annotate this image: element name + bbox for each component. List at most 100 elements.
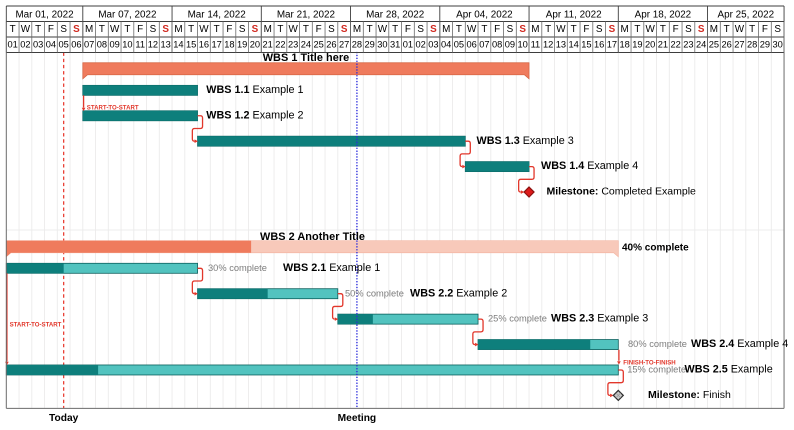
svg-text:10: 10 — [517, 39, 527, 49]
svg-text:T: T — [456, 24, 462, 35]
svg-text:11: 11 — [135, 39, 145, 49]
svg-text:M: M — [531, 24, 539, 35]
svg-text:03: 03 — [33, 39, 43, 49]
svg-text:W: W — [556, 24, 566, 35]
svg-text:T: T — [367, 24, 373, 35]
svg-text:S: S — [507, 24, 514, 35]
svg-text:02: 02 — [20, 39, 30, 49]
svg-text:26: 26 — [721, 39, 731, 49]
svg-text:09: 09 — [505, 39, 515, 49]
svg-text:T: T — [749, 24, 755, 35]
svg-text:T: T — [10, 24, 16, 35]
svg-text:08: 08 — [492, 39, 502, 49]
svg-text:27: 27 — [734, 39, 744, 49]
svg-text:01: 01 — [8, 39, 18, 49]
svg-text:13: 13 — [556, 39, 566, 49]
svg-text:S: S — [341, 24, 348, 35]
svg-text:03: 03 — [428, 39, 438, 49]
svg-text:19: 19 — [632, 39, 642, 49]
svg-text:06: 06 — [71, 39, 81, 49]
svg-text:05: 05 — [58, 39, 68, 49]
svg-text:25% complete: 25% complete — [488, 314, 547, 324]
svg-text:W: W — [735, 24, 745, 35]
svg-text:07: 07 — [84, 39, 94, 49]
svg-text:S: S — [609, 24, 616, 35]
svg-text:T: T — [99, 24, 105, 35]
svg-text:Mar 14, 2022: Mar 14, 2022 — [188, 9, 246, 20]
svg-text:26: 26 — [326, 39, 336, 49]
svg-text:28: 28 — [352, 39, 362, 49]
svg-text:09: 09 — [109, 39, 119, 49]
svg-text:T: T — [571, 24, 577, 35]
svg-text:14: 14 — [173, 39, 183, 49]
svg-text:04: 04 — [441, 39, 451, 49]
svg-text:F: F — [316, 24, 322, 35]
svg-text:24: 24 — [301, 39, 311, 49]
svg-text:Milestone: Finish: Milestone: Finish — [648, 389, 731, 401]
svg-text:WBS 2.4 Example 4: WBS 2.4 Example 4 — [691, 338, 788, 350]
svg-text:WBS 2.1 Example 1: WBS 2.1 Example 1 — [283, 262, 380, 274]
svg-text:16: 16 — [199, 39, 209, 49]
svg-text:Apr 25, 2022: Apr 25, 2022 — [718, 9, 775, 20]
svg-text:02: 02 — [416, 39, 426, 49]
svg-text:WBS 2.2 Example 2: WBS 2.2 Example 2 — [410, 287, 507, 299]
svg-text:S: S — [698, 24, 705, 35]
svg-text:M: M — [264, 24, 272, 35]
svg-text:S: S — [150, 24, 157, 35]
svg-text:20: 20 — [645, 39, 655, 49]
svg-text:T: T — [277, 24, 283, 35]
svg-text:WBS 1.2 Example 2: WBS 1.2 Example 2 — [206, 109, 303, 121]
svg-text:12: 12 — [543, 39, 553, 49]
svg-text:S: S — [430, 24, 437, 35]
svg-text:25: 25 — [709, 39, 719, 49]
svg-text:19: 19 — [237, 39, 247, 49]
svg-text:17: 17 — [607, 39, 617, 49]
svg-text:Mar 07, 2022: Mar 07, 2022 — [98, 9, 156, 20]
svg-text:18: 18 — [619, 39, 629, 49]
svg-text:W: W — [289, 24, 299, 35]
svg-text:F: F — [762, 24, 768, 35]
svg-text:F: F — [226, 24, 232, 35]
svg-text:F: F — [583, 24, 589, 35]
svg-text:Apr 04, 2022: Apr 04, 2022 — [456, 9, 513, 20]
svg-text:WBS 2 Another Title: WBS 2 Another Title — [260, 231, 365, 243]
svg-text:Mar 01, 2022: Mar 01, 2022 — [15, 9, 73, 20]
svg-text:M: M — [85, 24, 93, 35]
svg-text:T: T — [35, 24, 41, 35]
svg-text:START-TO-START: START-TO-START — [87, 105, 139, 112]
svg-text:T: T — [214, 24, 220, 35]
svg-text:W: W — [21, 24, 31, 35]
svg-text:20: 20 — [250, 39, 260, 49]
svg-text:11: 11 — [531, 39, 541, 49]
svg-text:05: 05 — [454, 39, 464, 49]
svg-text:24: 24 — [696, 39, 706, 49]
svg-text:T: T — [188, 24, 194, 35]
svg-text:30% complete: 30% complete — [208, 263, 267, 273]
svg-text:S: S — [328, 24, 335, 35]
svg-text:S: S — [519, 24, 526, 35]
svg-text:WBS 1.3 Example 3: WBS 1.3 Example 3 — [477, 135, 574, 147]
svg-text:T: T — [634, 24, 640, 35]
svg-text:T: T — [303, 24, 309, 35]
svg-text:F: F — [137, 24, 143, 35]
svg-text:WBS 1 Title here: WBS 1 Title here — [263, 52, 350, 64]
svg-text:T: T — [660, 24, 666, 35]
svg-text:31: 31 — [390, 39, 400, 49]
svg-text:F: F — [673, 24, 679, 35]
svg-text:Milestone: Completed Example: Milestone: Completed Example — [547, 186, 697, 198]
svg-text:17: 17 — [212, 39, 222, 49]
svg-text:S: S — [162, 24, 169, 35]
svg-text:S: S — [60, 24, 67, 35]
svg-text:W: W — [199, 24, 209, 35]
svg-text:W: W — [467, 24, 477, 35]
svg-text:40% complete: 40% complete — [622, 242, 689, 253]
svg-text:28: 28 — [747, 39, 757, 49]
svg-text:15: 15 — [186, 39, 196, 49]
svg-text:13: 13 — [161, 39, 171, 49]
svg-text:T: T — [724, 24, 730, 35]
svg-text:S: S — [685, 24, 692, 35]
svg-text:Apr 18, 2022: Apr 18, 2022 — [635, 9, 692, 20]
svg-text:T: T — [481, 24, 487, 35]
svg-text:T: T — [545, 24, 551, 35]
svg-text:M: M — [174, 24, 182, 35]
